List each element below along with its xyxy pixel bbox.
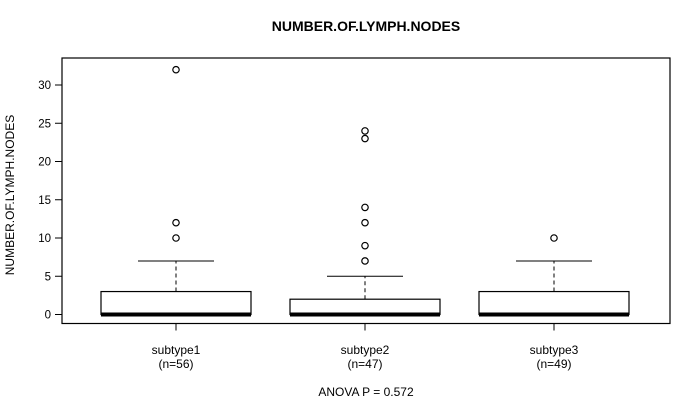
outlier-point bbox=[361, 203, 369, 212]
y-tick-label: 15 bbox=[38, 195, 51, 207]
iqr-box bbox=[100, 290, 252, 316]
y-tick-label: 25 bbox=[38, 118, 51, 130]
chart-title: NUMBER.OF.LYMPH.NODES bbox=[272, 18, 461, 34]
group-label: subtype3 bbox=[530, 343, 579, 357]
y-tick-label: 30 bbox=[38, 80, 51, 92]
iqr-box bbox=[289, 298, 441, 316]
outlier-point bbox=[172, 234, 180, 242]
outlier-point bbox=[361, 218, 369, 227]
outlier-point bbox=[361, 241, 369, 250]
group-label: subtype1 bbox=[152, 343, 201, 357]
plot-area: 0 5 10 15 20 25 30 subtype1(n=56) subtype2(n=47)… bbox=[38, 57, 671, 371]
y-axis-label: NUMBER.OF.LYMPH.NODES bbox=[3, 115, 17, 275]
outlier-point bbox=[172, 218, 180, 227]
outlier-point bbox=[550, 234, 558, 242]
anova-p-note: ANOVA P = 0.572 bbox=[318, 385, 414, 399]
group-sublabel: (n=47) bbox=[347, 357, 382, 371]
group-sublabel: (n=56) bbox=[158, 357, 193, 371]
y-tick-label: 20 bbox=[38, 157, 51, 169]
outlier-point bbox=[361, 127, 369, 135]
plot-frame bbox=[61, 57, 671, 325]
y-tick-label: 10 bbox=[38, 233, 51, 245]
outlier-point bbox=[361, 134, 369, 143]
y-tick-label: 0 bbox=[45, 310, 51, 322]
y-tick-label: 5 bbox=[45, 271, 51, 283]
group-label: subtype2 bbox=[341, 343, 390, 357]
iqr-box bbox=[478, 290, 630, 316]
group-sublabel: (n=49) bbox=[536, 357, 571, 371]
outlier-point bbox=[361, 257, 369, 265]
outlier-point bbox=[172, 65, 180, 74]
